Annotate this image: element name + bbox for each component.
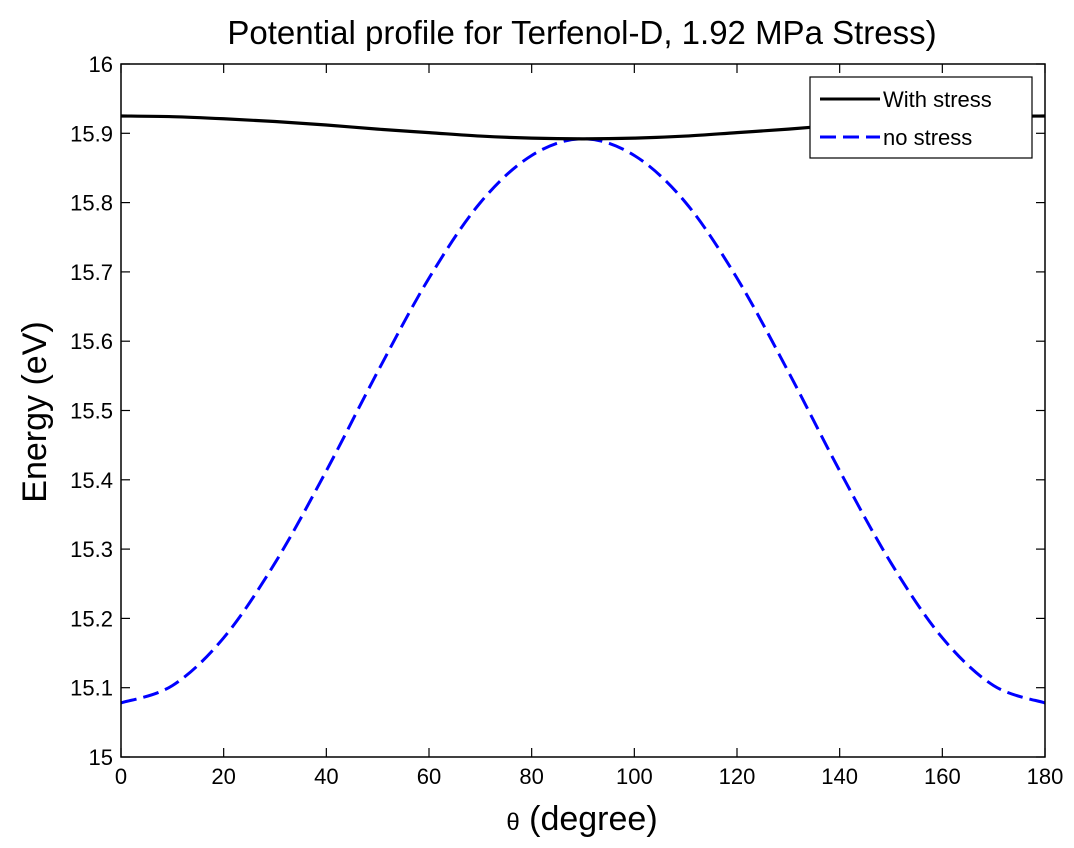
y-tick-label: 15.2 xyxy=(70,606,113,631)
x-axis-label-symbol: θ xyxy=(506,809,519,836)
x-tick-label: 80 xyxy=(519,764,543,789)
x-tick-label: 120 xyxy=(719,764,756,789)
x-tick-label: 180 xyxy=(1027,764,1064,789)
legend-label: no stress xyxy=(883,125,972,150)
x-tick-label: 160 xyxy=(924,764,961,789)
x-tick-label: 40 xyxy=(314,764,338,789)
legend-label: With stress xyxy=(883,87,992,112)
x-tick-label: 20 xyxy=(211,764,235,789)
y-tick-label: 16 xyxy=(89,52,113,77)
legend-box xyxy=(809,76,1033,159)
x-tick-label: 100 xyxy=(616,764,653,789)
y-tick-label: 15.1 xyxy=(70,676,113,701)
y-axis-label: Energy (eV) xyxy=(16,321,54,502)
x-tick-label: 140 xyxy=(821,764,858,789)
y-tick-label: 15 xyxy=(89,745,113,770)
y-tick-label: 15.4 xyxy=(70,468,113,493)
x-axis-label: θ (degree) xyxy=(506,800,657,838)
axis-ticks: 0 20 40 60 80 100 120 140 160 180 15 15.1 15.2 15.3 15… xyxy=(70,52,1063,789)
x-axis-label-text: (degree) xyxy=(520,800,658,838)
y-tick-label: 15.9 xyxy=(70,121,113,146)
chart-title: Potential profile for Terfenol-D, 1.92 M… xyxy=(227,14,936,51)
y-tick-label: 15.3 xyxy=(70,537,113,562)
x-tick-label: 0 xyxy=(115,764,127,789)
y-tick-label: 15.5 xyxy=(70,399,113,424)
y-tick-label: 15.7 xyxy=(70,260,113,285)
y-tick-label: 15.6 xyxy=(70,329,113,354)
x-tick-label: 60 xyxy=(417,764,441,789)
y-tick-label: 15.8 xyxy=(70,191,113,216)
legend: With stress no stress xyxy=(809,76,1033,159)
